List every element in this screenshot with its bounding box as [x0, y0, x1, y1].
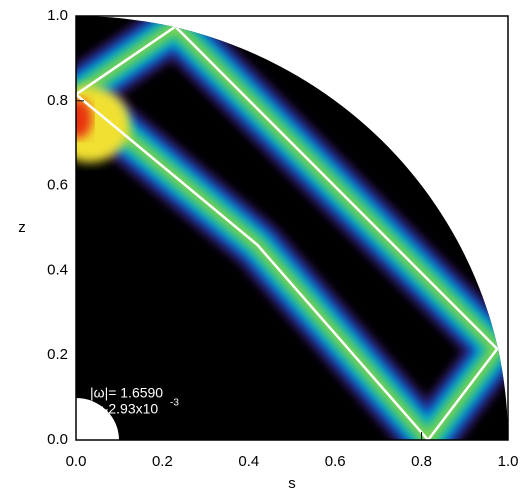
orbit: [76, 24, 499, 440]
energy-peak: [76, 98, 92, 139]
x-tick-label: 0.2: [152, 453, 173, 470]
x-tick-label: 0.4: [238, 453, 259, 470]
y-axis-label: z: [18, 219, 26, 236]
y-tick-label: 1.0: [47, 7, 68, 24]
inner-core: [76, 398, 119, 440]
y-tick-label: 0.2: [47, 346, 68, 363]
x-tick-label: 1.0: [498, 453, 519, 470]
field-label-sub: k: [457, 69, 464, 83]
x-tick-label: 0.6: [325, 453, 346, 470]
tau-label-sup: -3: [170, 398, 179, 409]
y-tick-label: 0.4: [47, 261, 68, 278]
x-tick-label: 0.0: [66, 453, 87, 470]
field-label: E: [444, 59, 457, 80]
tau-label: τ=-2.93x10: [90, 401, 158, 417]
y-tick-label: 0.8: [47, 92, 68, 109]
x-tick-label: 0.8: [411, 453, 432, 470]
domain: [76, 16, 508, 440]
energy-field: [76, 16, 508, 440]
omega-label: |ω|= 1.6590: [90, 385, 163, 401]
y-tick-label: 0.6: [47, 177, 68, 194]
x-axis-label: s: [288, 475, 296, 492]
y-tick-label: 0.0: [47, 431, 68, 448]
frame: [75, 15, 509, 441]
